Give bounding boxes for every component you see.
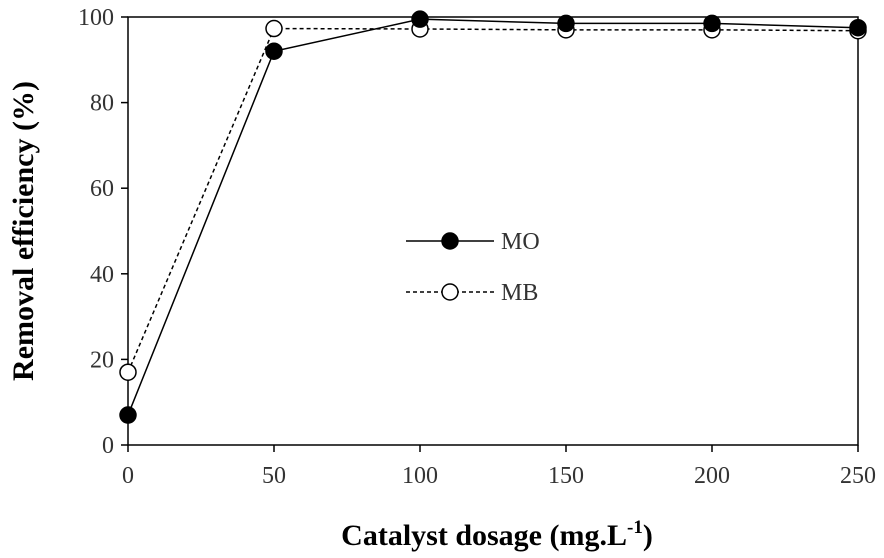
y-tick-label: 20 <box>90 347 114 373</box>
series-line-mo <box>127 18 859 416</box>
data-point-mo <box>557 14 575 33</box>
y-tick-label: 0 <box>102 433 114 459</box>
x-axis-title: Catalyst dosage (mg.L-1) <box>341 517 653 552</box>
x-tick-label: 50 <box>262 463 286 489</box>
y-tick-label: 40 <box>90 262 114 288</box>
data-point-mb <box>119 363 137 381</box>
y-tick-label: 100 <box>78 5 114 31</box>
data-point-mo <box>265 42 283 60</box>
y-tick-label: 60 <box>90 176 114 202</box>
legend-marker-mo <box>441 232 459 250</box>
y-axis-title: Removal efficiency (%) <box>7 81 40 381</box>
x-tick-label: 100 <box>402 463 438 489</box>
legend-marker-mb <box>441 283 459 301</box>
x-tick-label: 200 <box>694 463 730 489</box>
legend-label-mb: MB <box>501 280 538 306</box>
x-axis-ticks: 0 50 100 150 200 250 <box>122 445 876 489</box>
data-point-mo <box>703 14 721 33</box>
series-lines <box>127 18 859 416</box>
series-line-mb <box>127 27 859 373</box>
x-tick-label: 250 <box>840 463 876 489</box>
x-tick-label: 150 <box>548 463 584 489</box>
data-point-mo <box>849 18 867 37</box>
y-tick-label: 80 <box>90 91 114 117</box>
data-point-mb <box>265 19 283 38</box>
data-point-mo <box>411 10 429 28</box>
legend: MO MB <box>406 229 540 306</box>
series-points <box>119 10 867 424</box>
plot-frame <box>127 16 859 446</box>
legend-label-mo: MO <box>501 229 540 255</box>
data-point-mo <box>119 406 137 424</box>
x-tick-label: 0 <box>122 463 134 489</box>
y-axis-ticks: 0 20 40 60 80 100 <box>78 5 128 459</box>
